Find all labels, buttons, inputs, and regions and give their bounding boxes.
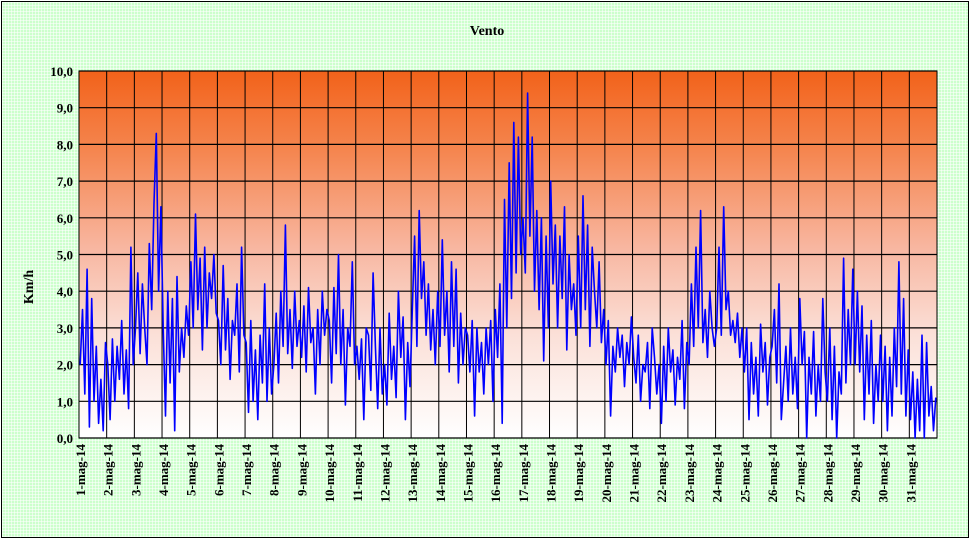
x-tick-label: 16-mag-14 [488,444,503,503]
x-tick-label: 2-mag-14 [101,444,116,496]
x-tick-label: 9-mag-14 [294,444,309,496]
y-tick-label: 2,0 [57,358,73,373]
y-tick-label: 4,0 [57,284,73,299]
x-tick-label: 13-mag-14 [405,444,420,503]
y-tick-label: 3,0 [57,321,73,336]
x-tick-label: 17-mag-14 [516,444,531,503]
x-tick-label: 19-mag-14 [571,444,586,503]
x-tick-label: 8-mag-14 [267,444,282,496]
y-axis-label: Km/h [22,270,37,304]
y-tick-label: 0,0 [57,431,73,446]
y-tick-label: 1,0 [57,394,73,409]
y-tick-labels: 0,0 1,0 2,0 3,0 4,0 5,0 6,0 7,0 8,0 9,0 10,0 [50,64,73,446]
x-tick-label: 10-mag-14 [322,444,337,503]
x-tick-label: 11-mag-14 [350,444,365,502]
x-tick-label: 23-mag-14 [682,444,697,503]
x-tick-label: 25-mag-14 [737,444,752,503]
x-tick-label: 22-mag-14 [654,444,669,503]
y-tick-label: 7,0 [57,174,73,189]
y-tick-label: 5,0 [57,248,73,263]
x-tick-label: 29-mag-14 [848,444,863,503]
x-tick-label: 6-mag-14 [211,444,226,496]
x-tick-label: 15-mag-14 [460,444,475,503]
x-tick-label: 1-mag-14 [73,444,88,496]
series-layer [79,92,937,439]
y-tick-label: 6,0 [57,211,73,226]
x-tick-label: 12-mag-14 [377,444,392,503]
x-tick-label: 3-mag-14 [128,444,143,496]
x-tick-label: 24-mag-14 [710,444,725,503]
series-line-wind [79,92,937,439]
y-tick-label: 8,0 [57,137,73,152]
x-tick-label: 27-mag-14 [793,444,808,503]
x-tick-label: 28-mag-14 [820,444,835,503]
grid-lines [78,70,938,439]
x-tick-label: 18-mag-14 [544,444,559,503]
x-tick-label: 26-mag-14 [765,444,780,503]
y-tick-label: 9,0 [57,101,73,116]
y-tick-label: 10,0 [50,64,73,79]
x-tick-label: 5-mag-14 [184,444,199,496]
chart-title: Vento [470,24,505,39]
x-tick-label: 31-mag-14 [903,444,918,503]
x-tick-label: 14-mag-14 [433,444,448,503]
x-tick-label: 21-mag-14 [627,444,642,503]
x-tick-label: 7-mag-14 [239,444,254,496]
x-tick-label: 4-mag-14 [156,444,171,496]
x-tick-labels: 1-mag-14 2-mag-14 3-mag-14 4-mag-14 5-mag-14… [73,444,918,503]
x-tick-label: 30-mag-14 [876,444,891,503]
x-tick-label: 20-mag-14 [599,444,614,503]
